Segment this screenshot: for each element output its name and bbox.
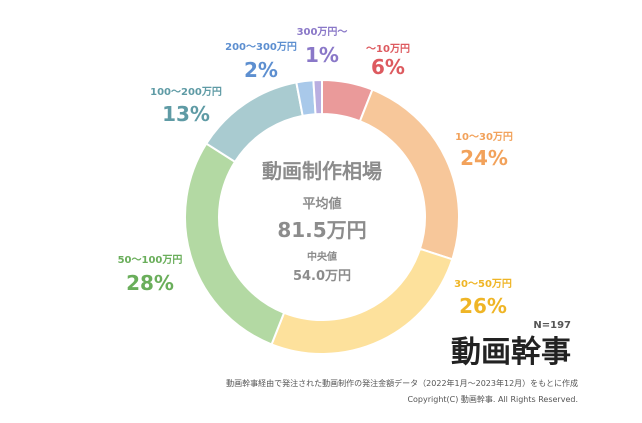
- slice-percent-label: 13%: [162, 102, 210, 126]
- slice-category-label: 50〜100万円: [118, 254, 183, 266]
- slice-percent-label: 6%: [371, 55, 405, 79]
- slice-percent-label: 1%: [305, 43, 339, 67]
- slice-percent-label: 2%: [244, 58, 278, 82]
- chart-title: 動画制作相場: [262, 159, 382, 183]
- copyright-note: Copyright(C) 動画幹事. All Rights Reserved.: [407, 395, 578, 404]
- donut-slice: [312, 78, 323, 116]
- slice-category-label: 100〜200万円: [150, 86, 222, 98]
- sample-size: N=197: [533, 320, 571, 331]
- slice-category-label: 300万円〜: [297, 26, 348, 38]
- average-label: 平均値: [302, 196, 341, 212]
- slice-category-label: 200〜300万円: [225, 41, 297, 53]
- median-value: 54.0万円: [293, 269, 351, 284]
- brand-logo: 動画幹事: [451, 335, 571, 370]
- slice-category-label: 10〜30万円: [455, 131, 513, 143]
- source-note: 動画幹事経由で発注された動画制作の発注金額データ（2022年1月〜2023年12…: [226, 379, 578, 388]
- slice-category-label: 〜10万円: [366, 43, 410, 55]
- slice-percent-label: 24%: [460, 146, 508, 170]
- slice-percent-label: 28%: [126, 271, 174, 295]
- slice-percent-label: 26%: [459, 294, 507, 318]
- average-value: 81.5万円: [277, 218, 366, 242]
- donut-slice: [270, 247, 454, 355]
- median-label: 中央値: [307, 250, 337, 263]
- slice-category-label: 30〜50万円: [454, 278, 512, 290]
